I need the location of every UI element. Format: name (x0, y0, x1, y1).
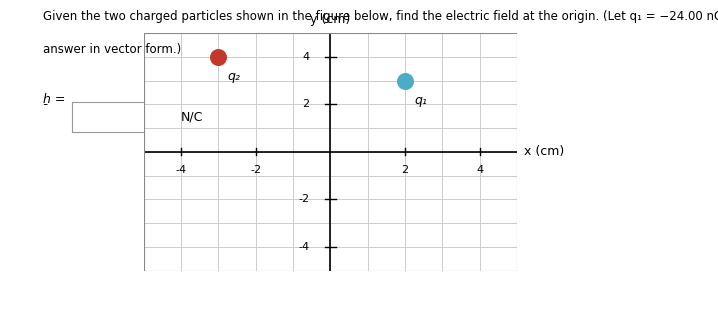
Point (399, 78, 411, 83)
Text: 2: 2 (401, 165, 409, 175)
Text: -2: -2 (250, 165, 261, 175)
Text: Given the two charged particles shown in the figure below, find the electric fie: Given the two charged particles shown in… (43, 10, 718, 23)
Text: N/C: N/C (181, 111, 203, 124)
Text: -4: -4 (175, 165, 187, 175)
Text: ẖ =: ẖ = (43, 92, 65, 105)
Text: answer in vector form.): answer in vector form.) (43, 43, 182, 56)
Text: q₂: q₂ (228, 70, 241, 83)
Text: 4: 4 (476, 165, 483, 175)
Text: 2: 2 (302, 99, 309, 109)
Text: -4: -4 (299, 242, 309, 252)
Text: -2: -2 (299, 194, 309, 204)
Text: y (cm): y (cm) (310, 13, 350, 26)
Point (213, 54, 224, 59)
Text: 4: 4 (302, 52, 309, 62)
Text: q₁: q₁ (414, 94, 427, 107)
Text: x (cm): x (cm) (524, 145, 564, 158)
